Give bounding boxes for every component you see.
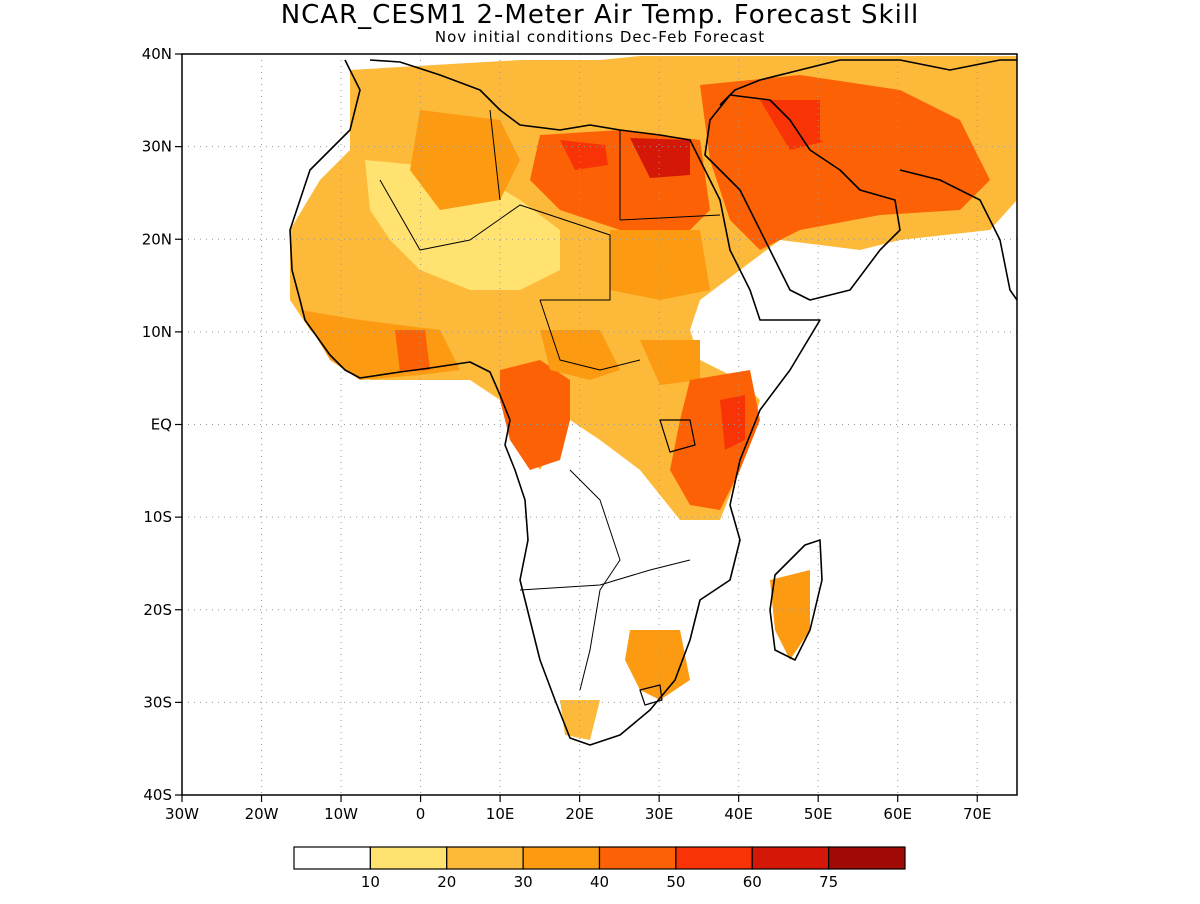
axis-ticks: 30W 20W 10W 0 10E 20E 30E 40E 50E 60E 70E 40N 30N 20N… [142, 45, 992, 823]
coastlines-and-borders [289, 59, 1017, 746]
legend-swatch [522, 846, 601, 870]
x-tick-label: 30E [645, 805, 674, 823]
lesotho-border [639, 684, 663, 706]
y-tick-label: 10N [142, 323, 172, 341]
figure-subtitle: Nov initial conditions Dec-Feb Forecast [434, 28, 766, 46]
border-chad-car [539, 299, 641, 371]
legend-label: 40 [590, 873, 609, 891]
skill-fill-gabon [500, 360, 570, 470]
skill-fill-ghana [395, 330, 430, 372]
india-coastline [899, 169, 1017, 301]
legend-swatch [828, 846, 906, 870]
border-egypt-sudan [619, 214, 721, 221]
x-tick-label: 10W [324, 805, 358, 823]
legend-swatch [293, 846, 371, 870]
x-tick-label: 10E [486, 805, 515, 823]
mideast-north-coastline [719, 59, 1017, 106]
lake-victoria [659, 419, 696, 453]
legend-swatch [369, 846, 448, 870]
skill-fill-southsudan [640, 340, 700, 385]
y-tick-label: 40N [142, 45, 172, 63]
x-tick-label: 20W [245, 805, 279, 823]
madagascar-coastline [769, 539, 823, 661]
x-tick-label: 60E [883, 805, 912, 823]
skill-fill-iran [820, 95, 905, 160]
legend-label: 60 [743, 873, 762, 891]
border-southern [569, 469, 621, 691]
y-tick-label: 30S [143, 693, 172, 711]
skill-fill-gap-1 [365, 160, 560, 290]
color-legend: 10 20 30 40 50 60 75 [293, 846, 906, 891]
skill-fill-madagascar [770, 570, 810, 660]
legend-label: 30 [514, 873, 533, 891]
y-tick-label: 30N [142, 138, 172, 156]
y-tick-label: EQ [151, 416, 172, 434]
arabia-coastline [704, 94, 901, 301]
legend-label: 50 [666, 873, 685, 891]
y-tick-label: 10S [143, 508, 172, 526]
legend-swatch [598, 846, 677, 870]
legend-label: 10 [361, 873, 380, 891]
y-tick-label: 20S [143, 601, 172, 619]
border-algeria-libya [489, 109, 501, 201]
figure-title: NCAR_CESM1 2-Meter Air Temp. Forecast Sk… [280, 0, 920, 30]
skill-fill-car [540, 330, 620, 380]
border-sahara [379, 179, 611, 301]
skill-fill-libya-max [560, 140, 608, 170]
legend-swatch [446, 846, 524, 870]
legend-label: 75 [819, 873, 838, 891]
y-tick-label: 40S [143, 786, 172, 804]
skill-fill-sudan [610, 230, 710, 300]
legend-swatch [751, 846, 830, 870]
x-tick-label: 50E [804, 805, 833, 823]
africa-coastline [289, 59, 821, 746]
skill-fill-iraq [760, 100, 830, 150]
y-tick-label: 20N [142, 230, 172, 248]
x-tick-label: 30W [165, 805, 199, 823]
x-tick-label: 20E [565, 805, 594, 823]
skill-fill-egypt-max [630, 138, 690, 178]
x-tick-label: 0 [416, 805, 426, 823]
skill-shading-layer [290, 56, 1017, 740]
border-angola-zambia [519, 559, 691, 591]
legend-swatch [675, 846, 753, 870]
x-tick-label: 70E [963, 805, 992, 823]
x-tick-label: 40E [724, 805, 753, 823]
legend-label: 20 [437, 873, 456, 891]
